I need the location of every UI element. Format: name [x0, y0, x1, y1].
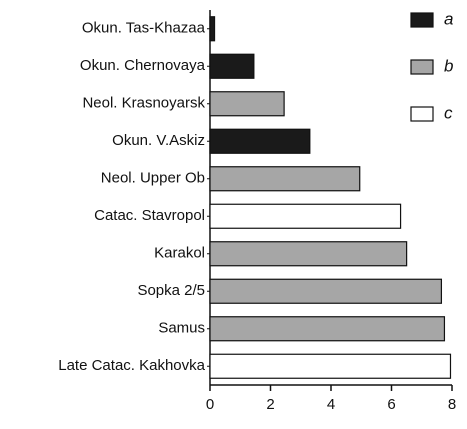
- bar: [209, 128, 311, 154]
- y-tick-label: Okun. Tas-Khazaa: [82, 20, 206, 37]
- y-tick-label: Karakol: [154, 245, 205, 262]
- legend-swatch: [410, 106, 434, 122]
- y-tick-label: Neol. Upper Ob: [101, 170, 205, 187]
- y-tick-label: Sopka 2/5: [137, 282, 205, 299]
- y-tick-label: Neol. Krasnoyarsk: [82, 95, 205, 112]
- bar: [209, 203, 402, 229]
- legend-label: b: [444, 56, 453, 75]
- x-tick-label: 4: [327, 396, 335, 413]
- bar: [209, 91, 285, 117]
- bar: [209, 353, 452, 379]
- x-tick-label: 8: [448, 396, 456, 413]
- y-tick-label: Catac. Stavropol: [94, 207, 205, 224]
- x-tick-label: 2: [266, 396, 274, 413]
- legend-swatch: [410, 59, 434, 75]
- bar: [209, 241, 408, 267]
- legend-label: c: [444, 103, 453, 122]
- y-tick-label: Okun. V.Askiz: [112, 132, 205, 149]
- legend-label: a: [444, 9, 453, 28]
- bar: [209, 166, 361, 192]
- bar: [209, 316, 446, 342]
- y-tick-label: Okun. Chernovaya: [80, 57, 206, 74]
- x-tick-label: 6: [387, 396, 395, 413]
- bar: [209, 278, 443, 304]
- y-tick-label: Late Catac. Kakhovka: [58, 357, 205, 374]
- y-tick-label: Samus: [158, 320, 205, 337]
- legend-swatch: [410, 12, 434, 28]
- bar: [209, 53, 255, 79]
- x-tick-label: 0: [206, 396, 214, 413]
- bar: [209, 16, 216, 42]
